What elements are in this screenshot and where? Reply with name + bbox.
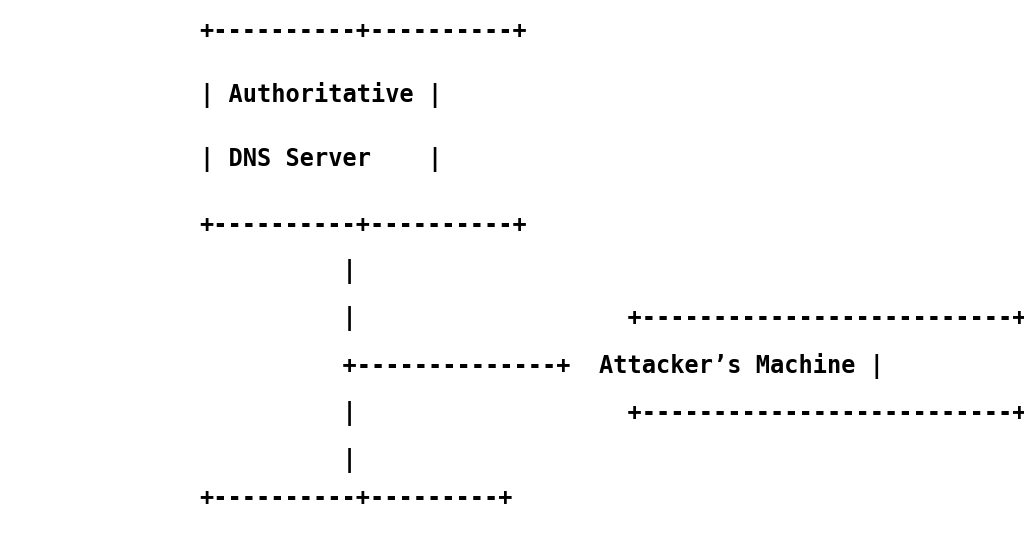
Text: |: | xyxy=(200,259,356,284)
Text: +----------+---------+: +----------+---------+ xyxy=(200,486,513,510)
Text: +----------+----------+: +----------+----------+ xyxy=(200,19,527,43)
Text: |: | xyxy=(200,449,356,473)
Text: +--------------+  Attacker’s Machine |: +--------------+ Attacker’s Machine | xyxy=(200,353,884,379)
Text: |                   +--------------------------+: | +--------------------------+ xyxy=(200,307,1024,331)
Text: |                   +--------------------------+: | +--------------------------+ xyxy=(200,401,1024,426)
Text: | Authoritative |: | Authoritative | xyxy=(200,82,442,108)
Text: | DNS Server    |: | DNS Server | xyxy=(200,147,442,172)
Text: +----------+----------+: +----------+----------+ xyxy=(200,213,527,237)
